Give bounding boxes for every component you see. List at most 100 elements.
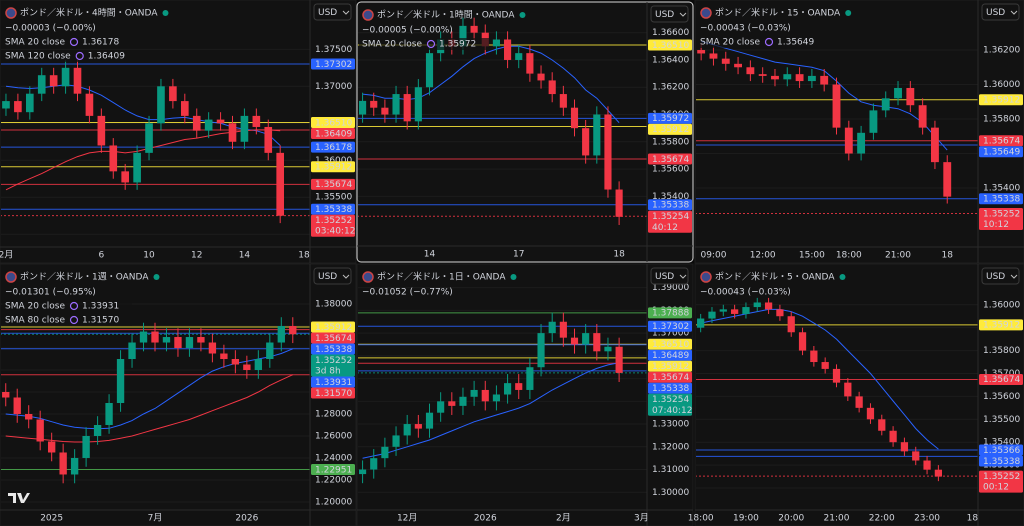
x-tick-label: 17 bbox=[513, 250, 524, 260]
price-badge-label: 1.35674 bbox=[315, 334, 352, 344]
candle-body bbox=[866, 407, 875, 420]
x-tick-label: 10 bbox=[143, 251, 155, 261]
symbol-flag bbox=[362, 271, 374, 283]
y-tick-label: 1.37000 bbox=[315, 82, 352, 92]
price-change: −0.00043 (−0.03%) bbox=[700, 288, 791, 298]
currency-caret bbox=[342, 274, 350, 279]
price-badge bbox=[311, 141, 355, 153]
currency-label[interactable]: USD bbox=[318, 272, 337, 282]
price-badge bbox=[311, 128, 355, 140]
y-tick-label: 1.26000 bbox=[315, 431, 352, 441]
candle-body bbox=[537, 333, 545, 368]
candle-body bbox=[459, 396, 467, 406]
indicator-name[interactable]: SMA 20 close bbox=[362, 40, 422, 50]
symbol-title[interactable]: ポンド／米ドル・5・OANDA bbox=[715, 271, 835, 283]
chart-panel[interactable]: 1.352001.353001.354001.355001.356001.357… bbox=[688, 263, 1024, 526]
candle-body bbox=[197, 337, 205, 343]
candle-body bbox=[593, 333, 601, 352]
candle-body bbox=[470, 389, 478, 397]
price-badge-label: 1.35252 bbox=[983, 209, 1020, 219]
candle-body bbox=[730, 309, 739, 314]
currency-button[interactable] bbox=[650, 267, 689, 285]
y-tick-label: 1.35800 bbox=[983, 115, 1020, 125]
x-tick-label: 18 bbox=[298, 251, 310, 261]
price-badge bbox=[311, 354, 355, 377]
y-tick-label: 1.35400 bbox=[983, 438, 1020, 448]
currency-label[interactable]: USD bbox=[986, 8, 1005, 18]
x-tick-label: 2026 bbox=[235, 514, 258, 524]
candle-body bbox=[192, 115, 201, 131]
candle-body bbox=[894, 87, 902, 99]
candle-body bbox=[753, 302, 761, 308]
price-badge bbox=[311, 58, 355, 70]
candle-body bbox=[810, 350, 818, 363]
candle-body bbox=[381, 107, 389, 115]
currency-button[interactable] bbox=[313, 3, 352, 21]
candle-body bbox=[844, 382, 852, 397]
plot-area bbox=[1, 303, 310, 503]
x-tick-label: 23:00 bbox=[914, 514, 940, 524]
y-tick-label: 1.38000 bbox=[315, 300, 352, 310]
symbol-title[interactable]: ポンド／米ドル・1週・OANDA bbox=[20, 271, 149, 283]
currency-label[interactable]: USD bbox=[655, 10, 674, 20]
indicator-name[interactable]: SMA 20 close bbox=[5, 302, 65, 312]
countdown-label: 00:12 bbox=[983, 483, 1009, 493]
price-badge bbox=[648, 349, 692, 361]
y-tick-label: 1.36200 bbox=[983, 46, 1020, 56]
symbol-flag bbox=[5, 271, 17, 283]
candle-body bbox=[504, 39, 512, 60]
candle-body bbox=[559, 94, 567, 108]
price-badge bbox=[648, 338, 692, 350]
y-tick-label: 1.37500 bbox=[315, 45, 352, 55]
currency-button[interactable] bbox=[313, 267, 352, 285]
candle-body bbox=[59, 452, 67, 475]
candle-body bbox=[734, 63, 743, 68]
currency-button[interactable] bbox=[981, 267, 1020, 285]
price-badge-label: 1.36510 bbox=[652, 340, 689, 350]
indicator-name[interactable]: SMA 80 close bbox=[5, 316, 65, 326]
y-tick-label: 1.20000 bbox=[315, 497, 352, 507]
symbol-title[interactable]: ポンド／米ドル・1日・OANDA bbox=[377, 271, 506, 283]
price-badge-label: 1.35912 bbox=[315, 323, 352, 333]
chart-panel[interactable]: 1.354001.356001.358001.360001.362001.364… bbox=[356, 1, 694, 263]
indicator-name[interactable]: SMA 20 close bbox=[5, 38, 65, 48]
candle-body bbox=[900, 442, 909, 452]
candle-body bbox=[128, 342, 136, 360]
moving-average-line bbox=[5, 348, 293, 430]
indicator-name[interactable]: SMA 20 close bbox=[700, 38, 760, 48]
countdown-label: 10:12 bbox=[983, 220, 1009, 230]
currency-label[interactable]: USD bbox=[318, 8, 337, 18]
symbol-title[interactable]: ポンド／米ドル・15・OANDA bbox=[715, 7, 841, 19]
price-badge bbox=[979, 444, 1023, 456]
candle-body bbox=[857, 132, 866, 154]
symbol-title[interactable]: ポンド／米ドル・1時間・OANDA bbox=[377, 9, 515, 21]
currency-label[interactable]: USD bbox=[986, 272, 1005, 282]
indicator-name[interactable]: SMA 120 close bbox=[5, 52, 71, 62]
currency-label[interactable]: USD bbox=[655, 272, 674, 282]
candle-body bbox=[593, 114, 601, 156]
chart-panel[interactable]: 1.300001.310001.320001.330001.340001.350… bbox=[356, 263, 694, 526]
x-tick-label: 18 bbox=[967, 514, 979, 524]
price-badge bbox=[648, 153, 692, 165]
plot-area bbox=[358, 287, 647, 493]
candle-body bbox=[73, 67, 82, 94]
candle-body bbox=[821, 362, 829, 369]
chart-panel[interactable]: 1.200001.220001.240001.260001.280001.300… bbox=[0, 263, 357, 526]
candle-body bbox=[121, 171, 130, 183]
candle-body bbox=[526, 53, 534, 74]
y-tick-label: 1.36000 bbox=[983, 80, 1020, 90]
price-badge-label: 1.35252 bbox=[315, 356, 352, 366]
currency-button[interactable] bbox=[650, 5, 689, 23]
candle-body bbox=[276, 152, 285, 216]
y-tick-label: 1.35500 bbox=[315, 193, 352, 203]
chart-panel[interactable]: 1.354001.356001.358001.360001.3620009:00… bbox=[694, 0, 1024, 264]
candle-body bbox=[414, 87, 422, 122]
price-badge-label: 1.35674 bbox=[983, 137, 1020, 147]
moving-average-line bbox=[5, 374, 294, 443]
price-badge bbox=[648, 123, 692, 135]
candle-body bbox=[820, 75, 829, 85]
currency-button[interactable] bbox=[981, 3, 1020, 21]
y-tick-label: 1.35400 bbox=[983, 184, 1020, 194]
chart-panel[interactable]: 1.350001.355001.360001.365001.370001.375… bbox=[0, 0, 357, 264]
symbol-title[interactable]: ポンド／米ドル・4時間・OANDA bbox=[20, 7, 158, 19]
